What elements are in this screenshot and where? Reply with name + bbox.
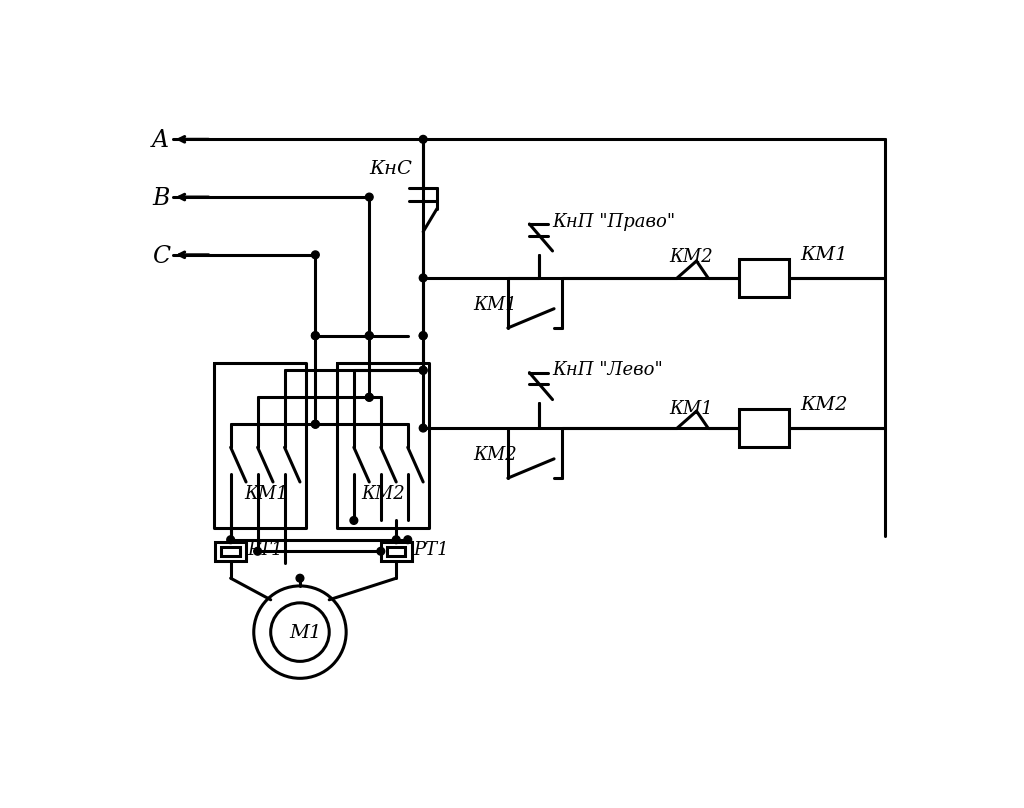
- Text: C: C: [153, 245, 170, 267]
- Circle shape: [419, 424, 427, 432]
- Circle shape: [377, 547, 385, 555]
- Circle shape: [403, 536, 412, 544]
- Text: М1: М1: [289, 624, 322, 642]
- Bar: [739, 259, 788, 297]
- Circle shape: [419, 367, 427, 374]
- Text: КМ2: КМ2: [801, 396, 848, 414]
- Text: КМ2: КМ2: [473, 446, 517, 464]
- Circle shape: [311, 332, 319, 339]
- Text: РТ1: РТ1: [413, 541, 449, 558]
- Circle shape: [296, 574, 304, 582]
- Text: КМ2: КМ2: [361, 485, 406, 503]
- Circle shape: [366, 193, 373, 201]
- Circle shape: [311, 420, 319, 428]
- Bar: [215, 542, 246, 561]
- Text: КМ1: КМ1: [670, 400, 714, 418]
- Circle shape: [226, 536, 234, 544]
- Text: КнП "Лево": КнП "Лево": [553, 361, 664, 379]
- Circle shape: [311, 332, 319, 339]
- Bar: [221, 547, 240, 556]
- Circle shape: [366, 332, 373, 339]
- Circle shape: [311, 251, 319, 259]
- Circle shape: [366, 393, 373, 401]
- Text: КнП "Право": КнП "Право": [553, 213, 676, 231]
- Circle shape: [350, 516, 357, 524]
- Circle shape: [419, 136, 427, 143]
- Text: КМ1: КМ1: [245, 485, 289, 503]
- Circle shape: [366, 393, 373, 401]
- Circle shape: [419, 274, 427, 282]
- Circle shape: [392, 536, 400, 544]
- Circle shape: [366, 332, 373, 339]
- Text: КМ1: КМ1: [801, 246, 848, 263]
- Circle shape: [419, 332, 427, 339]
- Circle shape: [419, 367, 427, 374]
- Text: B: B: [153, 187, 170, 210]
- Text: РТ1: РТ1: [248, 541, 284, 558]
- Circle shape: [311, 420, 319, 428]
- Text: КМ1: КМ1: [473, 296, 517, 314]
- Bar: [381, 542, 412, 561]
- Circle shape: [419, 332, 427, 339]
- Text: A: A: [153, 129, 169, 153]
- Circle shape: [254, 547, 261, 555]
- Bar: [387, 547, 406, 556]
- Bar: [739, 409, 788, 448]
- Text: КМ2: КМ2: [670, 248, 714, 266]
- Text: КнС: КнС: [370, 159, 412, 178]
